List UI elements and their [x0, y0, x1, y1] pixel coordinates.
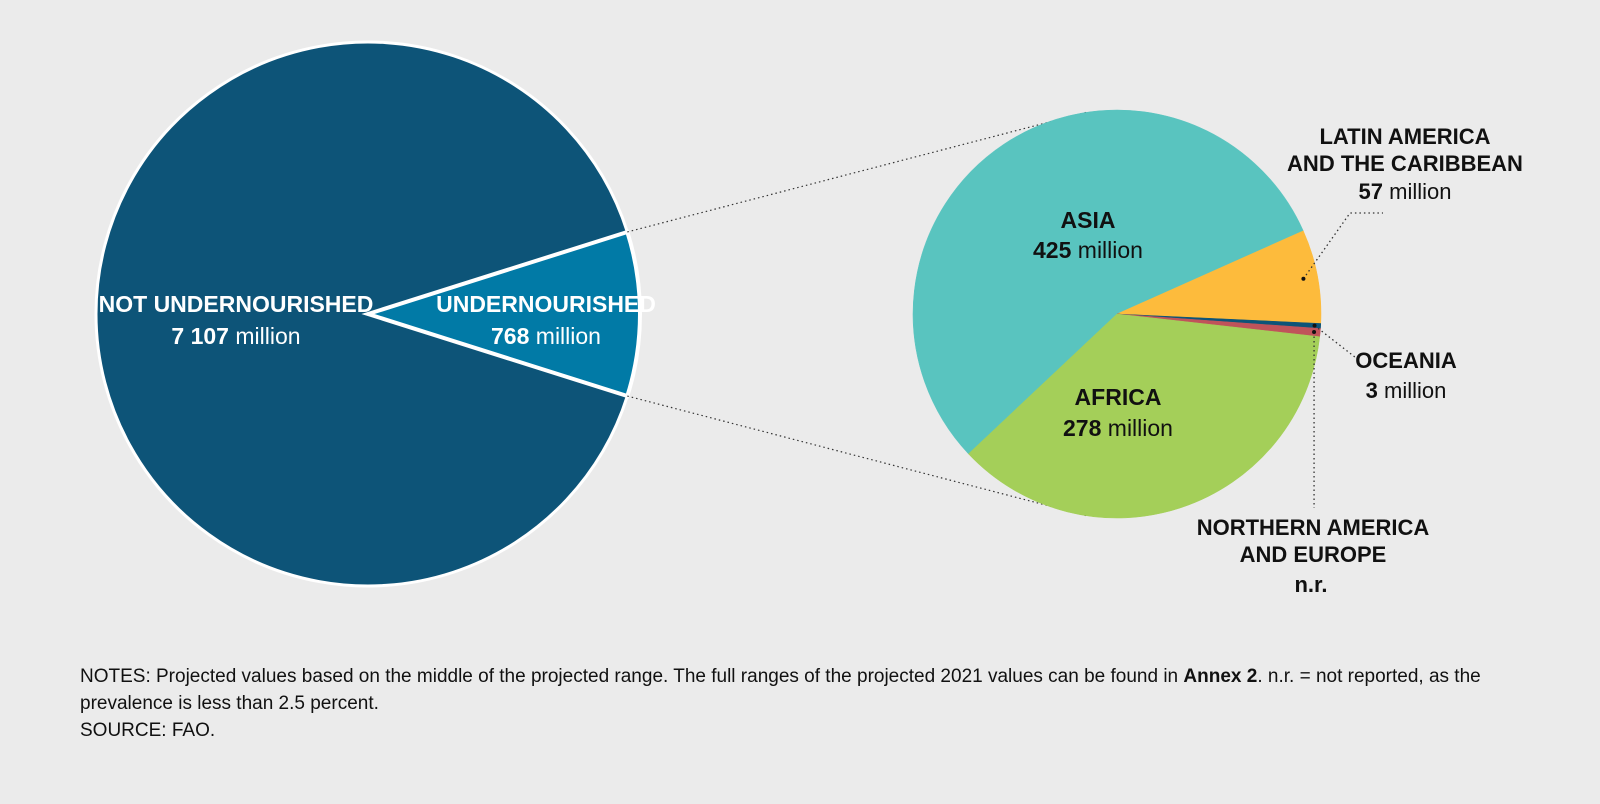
oceania-label: OCEANIA	[1355, 348, 1457, 373]
oceania-leader	[1314, 325, 1361, 362]
chart-notes: NOTES: Projected values based on the mid…	[80, 663, 1500, 744]
slice-asia	[912, 109, 1304, 455]
undernourished-label: UNDERNOURISHED	[436, 291, 656, 317]
oceania-leader-dot	[1312, 323, 1317, 328]
source-text: SOURCE: FAO.	[80, 720, 216, 741]
undernourished-value-text: 768 million	[491, 323, 601, 349]
world-pie	[94, 40, 642, 588]
northern-america-label-line2: AND EUROPE	[1240, 542, 1387, 567]
northern-america-label-line1: NORTHERN AMERICA	[1197, 515, 1430, 540]
latin-america-label-line1: LATIN AMERICA	[1319, 124, 1490, 149]
pie-charts: NOT UNDERNOURISHED 7 107 million UNDERNO…	[94, 40, 1523, 597]
label-leaders	[1301, 212, 1383, 508]
oceania-value-text: 3 million	[1366, 378, 1447, 403]
notes-annex-bold: Annex 2	[1183, 666, 1258, 687]
not-undernourished-value-text: 7 107 million	[171, 323, 300, 349]
northern-america-value-text: n.r.	[1294, 572, 1327, 597]
asia-label: ASIA	[1061, 207, 1116, 233]
asia-value-text: 425 million	[1033, 237, 1143, 263]
latin-america-leader-dot	[1301, 276, 1306, 281]
notes-text-end: . n.r. = not reported, as the prevalence…	[80, 666, 1481, 714]
slice-africa	[968, 313, 1321, 519]
not-undernourished-label: NOT UNDERNOURISHED	[99, 291, 374, 317]
africa-value-text: 278 million	[1063, 415, 1173, 441]
regions-pie	[912, 109, 1322, 519]
notes-text: NOTES: Projected values based on the mid…	[80, 666, 1184, 687]
latin-america-label-line2: AND THE CARIBBEAN	[1287, 151, 1523, 176]
slice-undernourished	[361, 229, 642, 399]
africa-label: AFRICA	[1075, 384, 1162, 410]
northern-america-leader-dot	[1312, 330, 1317, 335]
latin-america-value-text: 57 million	[1359, 179, 1452, 204]
